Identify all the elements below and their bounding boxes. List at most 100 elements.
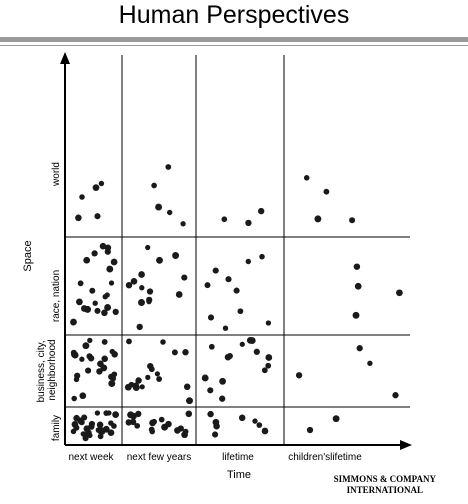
scatter-dot	[101, 338, 108, 345]
scatter-dot	[101, 309, 108, 317]
scatter-dot	[110, 375, 117, 382]
scatter-dot	[207, 410, 214, 418]
scatter-dot	[92, 184, 100, 191]
scatter-dot	[181, 274, 188, 281]
scatter-dot	[71, 395, 77, 402]
scatter-dot	[323, 188, 330, 195]
scatter-dot	[207, 314, 215, 321]
scatter-dot	[265, 320, 272, 326]
scatter-dot	[77, 280, 84, 287]
scatter-dot	[108, 380, 116, 387]
scatter-dot	[94, 307, 101, 314]
y-level-business-line1: business, city,	[36, 340, 47, 402]
scatter-dot	[396, 289, 403, 297]
scatter-dot	[75, 214, 82, 222]
scatter-dot	[88, 423, 95, 430]
scatter-dot	[265, 354, 273, 361]
scatter-dot	[84, 305, 92, 313]
scatter-dot	[79, 356, 85, 362]
scatter-dot	[104, 304, 112, 311]
scatter-dot	[70, 349, 77, 356]
scatter-dot	[154, 371, 161, 377]
scatter-dot	[314, 215, 322, 223]
scatter-dot	[182, 428, 189, 435]
scatter-dot	[146, 296, 153, 304]
scatter-dot	[392, 392, 399, 399]
y-level-family: family	[51, 415, 62, 441]
scatter-dot	[332, 415, 340, 423]
scatter-dot	[145, 244, 151, 251]
scatter-dot	[83, 256, 91, 264]
scatter-dot	[76, 298, 83, 306]
scatter-dot	[258, 207, 265, 215]
scatter-dot	[208, 343, 215, 350]
footer-line1: SIMMONS & COMPANY	[333, 474, 436, 484]
scatter-dot	[349, 217, 356, 224]
scatter-dot	[182, 349, 189, 356]
scatter-dot	[146, 288, 154, 295]
scatter-dot	[94, 213, 101, 220]
scatter-dot	[354, 282, 362, 290]
scatter-dot	[139, 285, 145, 291]
scatter-dot	[165, 164, 172, 170]
scatter-dot	[148, 366, 155, 373]
scatter-dot	[108, 420, 114, 426]
scatter-dot	[245, 258, 252, 265]
scatter-dot	[261, 427, 269, 435]
x-axis-title: Time	[227, 469, 251, 481]
scatter-dot	[102, 294, 108, 300]
scatter-dot	[112, 411, 119, 418]
scatter-dot	[219, 377, 226, 385]
scatter-dot	[82, 342, 90, 350]
scatter-dot	[252, 418, 258, 424]
y-level-world: world	[51, 162, 62, 187]
scatter-dot	[245, 219, 252, 227]
scatter-dot	[70, 319, 76, 326]
y-axis-arrow	[60, 52, 70, 64]
scatter-dot	[186, 397, 193, 405]
title-rule-thin	[0, 45, 468, 46]
scatter-dot	[238, 414, 246, 422]
scatter-dot	[156, 256, 163, 264]
scatter-dot	[92, 300, 98, 306]
company-footer: SIMMONS & COMPANY INTERNATIONAL	[334, 474, 436, 496]
scatter-dot	[161, 423, 169, 431]
scatter-dot	[81, 414, 88, 421]
scatter-dot	[167, 209, 173, 216]
scatter-dot	[79, 392, 87, 400]
scatter-dot	[306, 426, 314, 434]
scatter-dot	[134, 422, 141, 429]
y-level-business-line2: neighborhood	[47, 339, 58, 400]
scatter-dot	[174, 427, 181, 434]
dot-field	[70, 164, 403, 442]
scatter-dot	[183, 383, 191, 391]
y-axis-title: Space	[22, 240, 34, 271]
scatter-dot	[126, 338, 132, 345]
scatter-dot	[295, 372, 303, 379]
scatter-dot	[96, 421, 104, 429]
scatter-dot	[265, 362, 272, 369]
scatter-dot	[112, 308, 119, 316]
scatter-dot	[73, 424, 80, 431]
scatter-dot	[91, 250, 98, 257]
scatter-dot	[106, 265, 114, 273]
scatter-dot	[101, 355, 108, 363]
scatter-dot	[145, 374, 151, 381]
scatter-dot	[80, 431, 87, 437]
scatter-dot	[367, 360, 373, 366]
scatter-dot	[96, 368, 103, 375]
scatter-dot	[85, 367, 92, 374]
y-level-nation: race, nation	[51, 270, 62, 322]
scatter-dot	[213, 422, 220, 430]
scatter-dot	[158, 416, 165, 423]
scatter-dot	[180, 221, 186, 227]
scatter-dot	[136, 323, 143, 331]
scatter-dot	[185, 410, 193, 418]
scatter-dot	[125, 419, 132, 426]
scatter-dot	[108, 280, 115, 286]
scatter-dot	[106, 410, 112, 416]
scatter-dot	[125, 282, 133, 289]
scatter-dot	[248, 337, 256, 345]
scatter-dot	[89, 287, 96, 294]
scatter-dot	[239, 341, 245, 347]
